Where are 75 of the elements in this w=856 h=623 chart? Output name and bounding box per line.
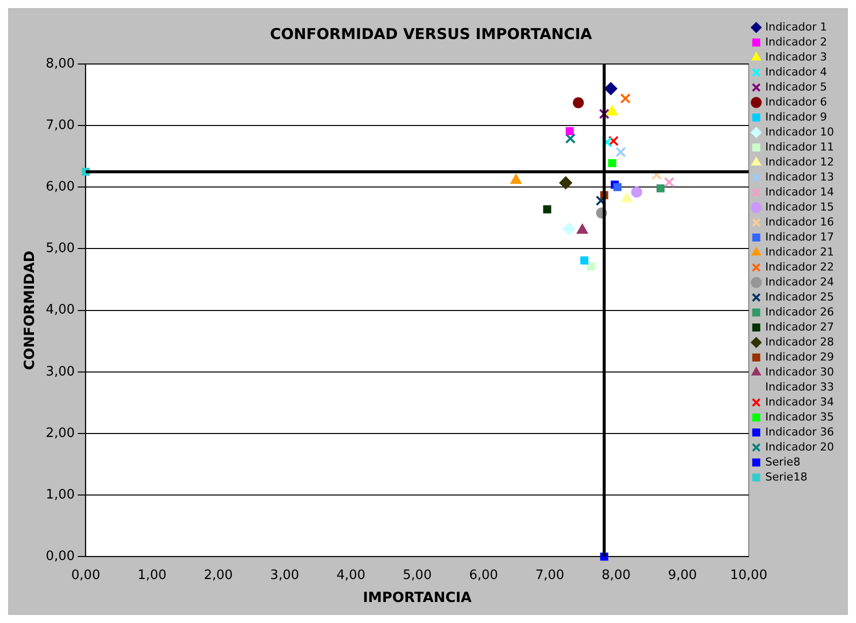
x-tick-label: 10,00 [730,568,768,583]
legend-label: Indicador 28 [765,335,834,348]
point [631,186,642,198]
y-tick-label: 7,00 [46,118,75,133]
x-tick-label: 9,00 [668,568,697,583]
point [608,136,619,146]
point [559,176,572,190]
legend-label: Indicador 10 [765,125,834,138]
legend-label: Indicador 21 [765,245,834,258]
y-tick-label: 6,00 [46,180,75,195]
point [566,127,574,136]
legend-label: Indicador 30 [765,365,834,378]
legend-label: Indicador 17 [765,230,834,244]
legend-label: Indicador 1 [765,20,828,34]
legend-label: Indicador 24 [765,275,834,288]
point [543,205,552,214]
point [656,184,665,192]
legend-label: Indicador 6 [765,95,828,108]
legend-label: Indicador 14 [765,185,834,198]
point [602,136,612,148]
y-tick-label: 4,00 [46,302,75,318]
x-tick-label: 3,00 [270,568,300,583]
legend-label: Indicador 25 [765,290,834,304]
point [608,159,616,168]
legend-label: Indicador 36 [765,425,834,438]
point [664,176,674,188]
point [604,82,618,96]
point [616,146,626,158]
y-axis-title: CONFORMIDAD [22,250,38,370]
point [651,170,662,180]
legend-label: Serie8 [765,455,800,468]
point [562,222,576,236]
text: Indicador 33 [765,380,834,394]
legend-label: Indicador 11 [765,140,834,154]
y-tick-label: 5,00 [46,241,75,256]
y-tick-label: 8,00 [46,56,75,72]
legend-label: Indicador 35 [765,410,834,424]
legend-label: Indicador 3 [765,50,828,64]
legend-label: Indicador 34 [765,395,834,408]
point [613,183,622,192]
legend-label: Indicador 26 [765,305,834,318]
point [586,262,595,271]
point [572,97,584,108]
legend-label: Indicador 4 [765,65,828,78]
x-tick-label: 8,00 [602,568,631,583]
legend-label: Serie18 [765,470,808,484]
point [598,108,610,120]
legend-label: Indicador 29 [765,350,834,364]
point [620,93,631,104]
x-tick-label: 0,00 [71,568,100,583]
legend-label: Indicador 5 [765,80,828,94]
point [565,133,576,144]
y-tick-label: 1,00 [46,487,75,502]
legend-label: Indicador 27 [765,320,834,334]
legend-label: Indicador 20 [765,440,834,454]
legend-label: Indicador 15 [765,200,834,214]
legend-label: Indicador 9 [765,110,828,124]
x-tick-label: 1,00 [138,568,167,583]
legend-label: Indicador 13 [765,170,834,184]
y-tick-label: 2,00 [46,426,75,441]
legend-label: Indicador 16 [765,215,834,228]
x-tick-label: 4,00 [336,568,366,583]
x-tick-label: 2,00 [204,568,233,583]
x-tick-label: 7,00 [535,568,564,583]
legend-label: Indicador 2 [765,35,828,48]
y-tick-label: 3,00 [46,364,75,380]
y-tick-label: 0,00 [46,548,75,564]
legend-label: Indicador 22 [765,260,834,274]
legend-label: Indicador 12 [765,155,834,168]
x-tick-label: 5,00 [402,568,432,583]
point [580,256,588,264]
x-axis-title: IMPORTANCIA [362,590,472,606]
chart-title: CONFORMIDAD VERSUS IMPORTANCIA [270,24,592,43]
point [606,106,618,116]
x-tick-label: 6,00 [469,568,498,583]
